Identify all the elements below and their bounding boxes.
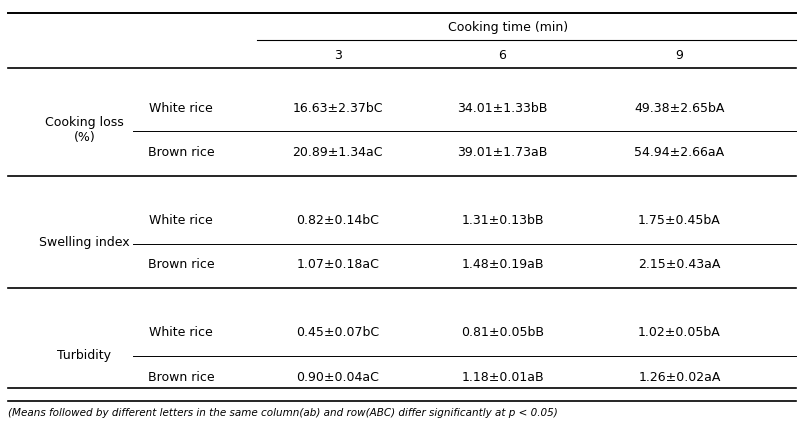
Text: 0.45±0.07bC: 0.45±0.07bC bbox=[296, 326, 379, 339]
Text: Brown rice: Brown rice bbox=[148, 371, 214, 384]
Text: 39.01±1.73aB: 39.01±1.73aB bbox=[457, 146, 547, 159]
Text: White rice: White rice bbox=[149, 102, 213, 114]
Text: 2.15±0.43aA: 2.15±0.43aA bbox=[638, 259, 719, 271]
Text: 1.31±0.13bB: 1.31±0.13bB bbox=[461, 214, 543, 227]
Text: 0.81±0.05bB: 0.81±0.05bB bbox=[460, 326, 544, 339]
Text: 9: 9 bbox=[675, 49, 683, 61]
Text: 1.18±0.01aB: 1.18±0.01aB bbox=[461, 371, 543, 384]
Text: Brown rice: Brown rice bbox=[148, 146, 214, 159]
Text: (Means followed by different letters in the same column(ab) and row(ABC) differ : (Means followed by different letters in … bbox=[8, 408, 557, 418]
Text: Brown rice: Brown rice bbox=[148, 259, 214, 271]
Text: 20.89±1.34aC: 20.89±1.34aC bbox=[292, 146, 382, 159]
Text: White rice: White rice bbox=[149, 214, 213, 227]
Text: Swelling index: Swelling index bbox=[39, 236, 129, 249]
Text: Cooking time (min): Cooking time (min) bbox=[448, 21, 568, 34]
Text: 3: 3 bbox=[333, 49, 341, 61]
Text: 16.63±2.37bC: 16.63±2.37bC bbox=[292, 102, 382, 114]
Text: 6: 6 bbox=[498, 49, 506, 61]
Text: 0.82±0.14bC: 0.82±0.14bC bbox=[296, 214, 379, 227]
Text: Turbidity: Turbidity bbox=[57, 349, 112, 362]
Text: 49.38±2.65bA: 49.38±2.65bA bbox=[634, 102, 724, 114]
Text: White rice: White rice bbox=[149, 326, 213, 339]
Text: 34.01±1.33bB: 34.01±1.33bB bbox=[457, 102, 547, 114]
Text: 1.75±0.45bA: 1.75±0.45bA bbox=[638, 214, 719, 227]
Text: 0.90±0.04aC: 0.90±0.04aC bbox=[296, 371, 379, 384]
Text: 1.48±0.19aB: 1.48±0.19aB bbox=[461, 259, 543, 271]
Text: 1.07±0.18aC: 1.07±0.18aC bbox=[296, 259, 379, 271]
Text: 1.26±0.02aA: 1.26±0.02aA bbox=[638, 371, 719, 384]
Text: Cooking loss
(%): Cooking loss (%) bbox=[45, 116, 124, 145]
Text: 1.02±0.05bA: 1.02±0.05bA bbox=[638, 326, 719, 339]
Text: 54.94±2.66aA: 54.94±2.66aA bbox=[634, 146, 724, 159]
